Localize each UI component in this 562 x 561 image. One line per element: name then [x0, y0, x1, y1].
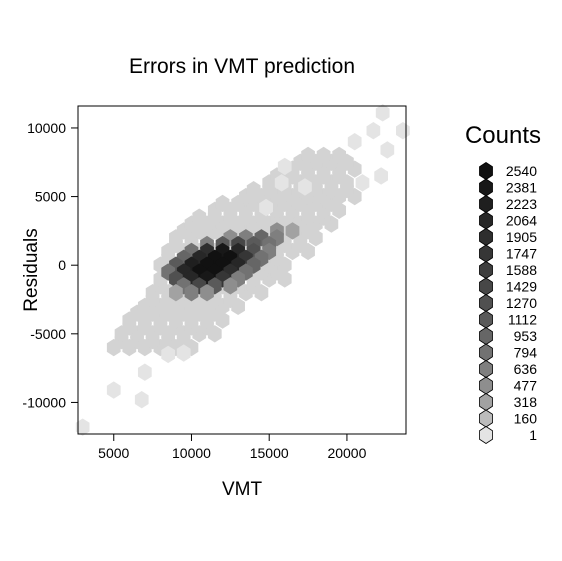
y-tick-label: -10000: [22, 394, 66, 410]
x-tick-label: 20000: [327, 445, 366, 461]
legend-swatch: [479, 261, 493, 279]
x-tick-label: 10000: [172, 445, 211, 461]
hex-cell-dense: [184, 283, 199, 302]
legend-swatch: [479, 426, 493, 444]
y-tick-label: 5000: [35, 189, 66, 205]
y-axis: -10000 -5000 0 5000 10000: [22, 120, 78, 410]
hex-cell: [316, 146, 331, 165]
legend-label: 1270: [506, 295, 537, 311]
legend-swatch: [479, 294, 493, 312]
x-axis: 5000 10000 15000 20000: [98, 434, 367, 461]
legend-label: 1588: [506, 262, 537, 278]
legend-title: Counts: [465, 122, 541, 149]
hex-cell-outlier: [277, 157, 292, 176]
hex-cell-outlier: [134, 391, 149, 409]
x-tick-label: 5000: [98, 445, 129, 461]
hex-cell-outlier: [274, 174, 289, 192]
legend-label: 1112: [508, 312, 537, 328]
hex-cell-outlier: [298, 178, 312, 196]
hex-cell-outlier: [366, 122, 381, 140]
legend-label: 636: [514, 361, 538, 377]
y-tick-label: -5000: [30, 326, 66, 342]
x-axis-label: VMT: [222, 479, 263, 500]
hex-cell-dense: [223, 277, 238, 295]
hex-cell-outlier: [259, 198, 273, 217]
hex-cell: [192, 208, 207, 226]
hex-cell: [301, 146, 315, 165]
legend-label: 160: [514, 411, 538, 427]
legend-label: 318: [514, 394, 538, 410]
hex-cell: [246, 181, 261, 199]
legend-swatch: [479, 360, 493, 378]
hex-cell-dense: [200, 283, 214, 302]
hex-cell-outlier: [375, 104, 390, 122]
legend: 2540238122232064190517471588142912701112…: [479, 162, 538, 444]
legend-swatch: [479, 211, 493, 230]
hex-cell-outlier: [374, 167, 388, 185]
hex-cell-outlier: [106, 381, 121, 399]
legend-label: 2540: [506, 163, 537, 179]
legend-label: 477: [514, 378, 538, 394]
legend-swatch: [479, 277, 493, 296]
hex-cell-dense: [285, 222, 300, 240]
legend-swatch: [479, 393, 493, 411]
legend-label: 794: [514, 345, 538, 361]
y-tick-label: 0: [58, 257, 66, 273]
legend-swatch: [479, 310, 493, 329]
legend-label: 1747: [506, 246, 537, 262]
legend-swatch: [479, 343, 493, 362]
legend-label: 1905: [506, 229, 537, 245]
legend-label: 2064: [506, 213, 537, 229]
hex-cell-dense: [169, 283, 183, 302]
hex-cell-outlier: [347, 133, 362, 151]
legend-swatch: [479, 178, 493, 197]
legend-swatch: [479, 244, 493, 263]
hex-cell: [215, 194, 230, 213]
hex-cell-outlier: [161, 345, 176, 364]
hexbin-cells: [75, 104, 410, 436]
y-axis-label: Residuals: [21, 228, 42, 311]
hex-cell-outlier: [137, 363, 152, 381]
plot-frame: [77, 105, 407, 435]
legend-label: 2381: [506, 180, 537, 196]
legend-label: 1: [529, 427, 537, 443]
y-tick-label: 10000: [27, 120, 66, 136]
hex-cell-outlier: [380, 141, 395, 159]
legend-label: 953: [514, 328, 538, 344]
legend-label: 2223: [506, 196, 537, 212]
legend-swatch: [479, 327, 493, 345]
hex-cell-outlier: [355, 174, 370, 192]
legend-label: 1429: [506, 279, 537, 295]
legend-swatch: [479, 376, 493, 395]
legend-swatch: [479, 228, 493, 246]
legend-swatch: [479, 195, 493, 213]
hex-cell-outlier: [75, 418, 90, 436]
hex-cell: [332, 146, 347, 165]
hex-cell-outlier: [396, 122, 410, 140]
legend-swatch: [479, 162, 493, 180]
hex-cell-outlier: [176, 344, 191, 362]
legend-swatch: [479, 409, 493, 428]
x-tick-label: 15000: [250, 445, 289, 461]
chart-title: Errors in VMT prediction: [129, 55, 355, 78]
